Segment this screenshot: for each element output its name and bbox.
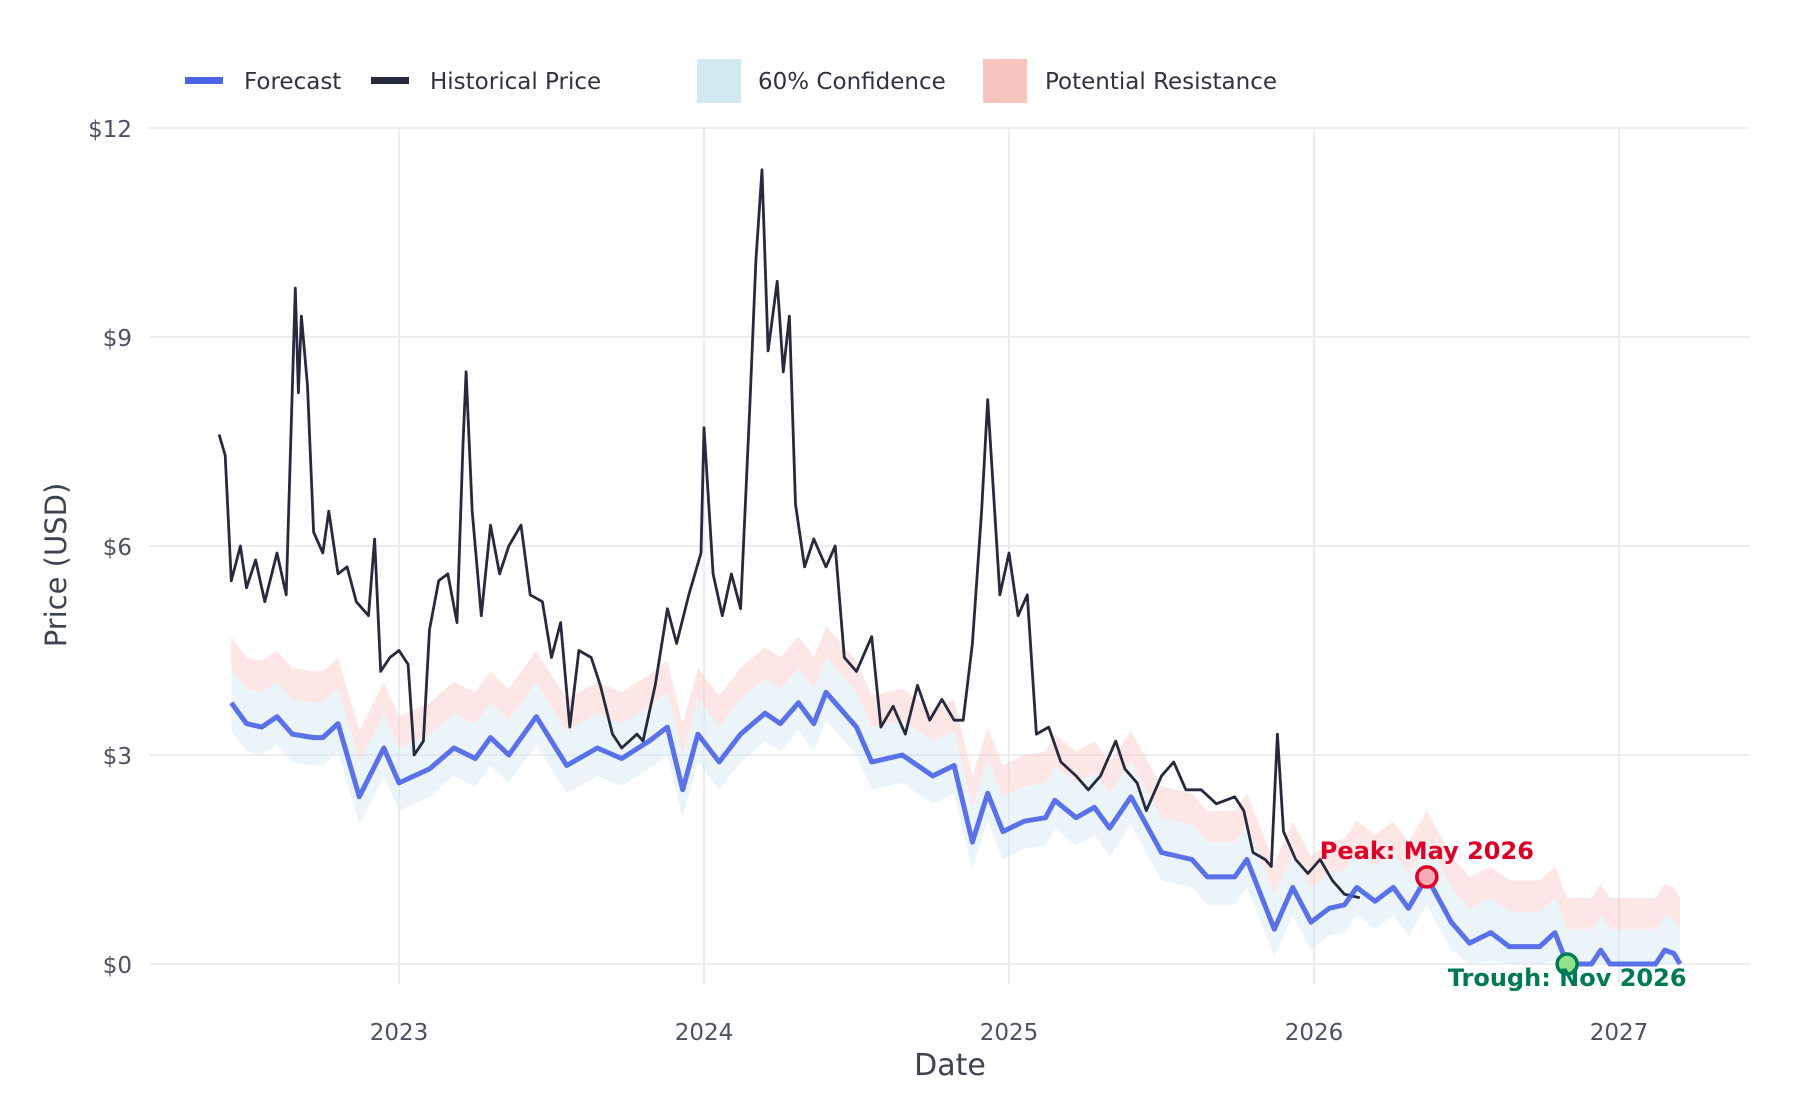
y-tick-label: $3 xyxy=(103,744,132,770)
y-axis-label: Price (USD) xyxy=(39,483,73,648)
historical-price-line xyxy=(217,168,1361,900)
legend-swatch-3 xyxy=(983,59,1027,103)
forecast-line xyxy=(229,689,1683,967)
legend-label: Historical Price xyxy=(430,69,601,95)
x-axis-label: Date xyxy=(914,1048,986,1083)
y-tick-label: $12 xyxy=(88,117,132,143)
y-tick-label: $6 xyxy=(103,535,132,561)
series-lines xyxy=(217,168,1683,967)
legend-swatch-2 xyxy=(697,59,741,103)
x-tick-label: 2027 xyxy=(1590,1020,1649,1046)
x-tick-label: 2025 xyxy=(980,1020,1039,1046)
axes: $0 $3 $6 $9 $12 2023 2024 2025 2026 2027 xyxy=(88,117,1648,1046)
y-tick-label: $9 xyxy=(103,326,132,352)
legend-label: 60% Confidence xyxy=(758,69,946,95)
legend-label: Potential Resistance xyxy=(1045,69,1277,95)
trough-label: Trough: Nov 2026 xyxy=(1448,964,1687,992)
legend-swatch-1 xyxy=(371,77,409,84)
confidence-band xyxy=(231,657,1680,964)
trough-marker xyxy=(1555,952,1579,976)
resistance-band xyxy=(231,626,1680,930)
x-tick-label: 2024 xyxy=(675,1020,734,1046)
x-tick-label: 2026 xyxy=(1285,1020,1344,1046)
legend: Forecast Historical Price 60% Confidence Po… xyxy=(185,59,1277,103)
peak-label: Peak: May 2026 xyxy=(1320,837,1534,865)
legend-label: Forecast xyxy=(244,69,341,95)
bands xyxy=(231,626,1680,964)
x-tick-label: 2023 xyxy=(370,1020,429,1046)
y-tick-label: $0 xyxy=(103,953,132,979)
annotations: Peak: May 2026 Trough: Nov 2026 xyxy=(1320,837,1687,992)
peak-marker xyxy=(1415,865,1439,889)
legend-swatch-0 xyxy=(185,77,223,84)
